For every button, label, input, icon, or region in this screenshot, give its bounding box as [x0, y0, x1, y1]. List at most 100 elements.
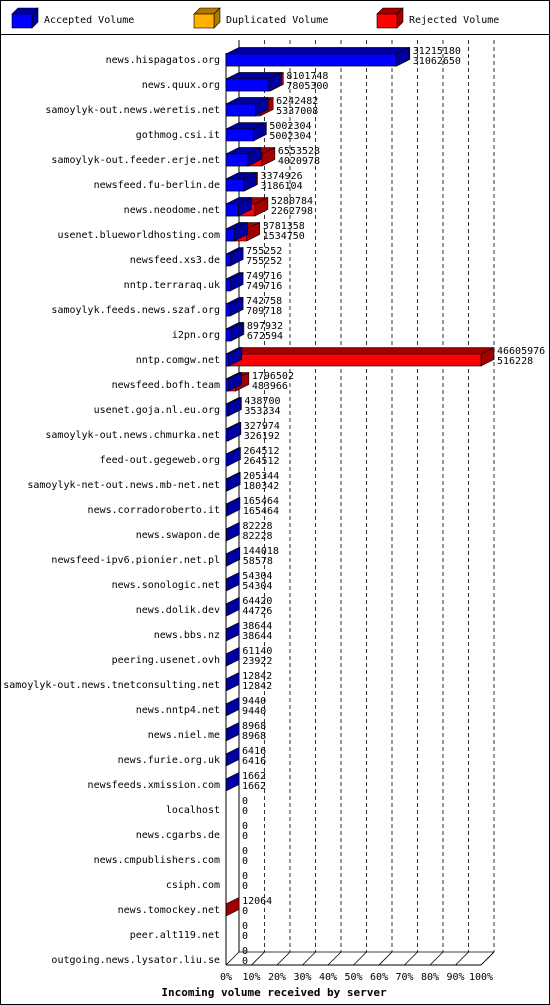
- accepted-bar: [225, 197, 252, 217]
- category-label: news.dolik.dev: [136, 605, 220, 616]
- accepted-bar-side: [225, 597, 240, 617]
- accepted-value-label: 180342: [243, 481, 279, 492]
- category-label: newsfeed.bofh.team: [112, 380, 220, 391]
- total-value-label: 742758: [246, 296, 282, 307]
- category-label: news.corradoroberto.it: [88, 505, 220, 516]
- total-value-label: 0: [242, 846, 248, 857]
- accepted-value-label: 7805300: [286, 81, 328, 92]
- legend-label: Rejected Volume: [409, 15, 499, 26]
- accepted-value-label: 516228: [497, 356, 533, 367]
- floor-tick: [455, 951, 469, 966]
- total-value-label: 31215180: [413, 46, 461, 57]
- accepted-value-label: 23922: [242, 656, 272, 667]
- category-label: news.cmpublishers.com: [94, 855, 220, 866]
- accepted-bar-front: [225, 203, 239, 217]
- x-tick-label: 10%: [242, 972, 260, 983]
- legend-label: Accepted Volume: [44, 15, 134, 26]
- category-label: news.tomockey.net: [118, 905, 220, 916]
- total-value-label: 0: [242, 796, 248, 807]
- x-tick-label: 30%: [293, 972, 311, 983]
- legend-swatch: [11, 13, 33, 29]
- category-label: samoylyk-out.news.chmurka.net: [45, 430, 220, 441]
- total-value-label: 205344: [243, 471, 279, 482]
- total-value-label: 5280784: [271, 196, 313, 207]
- category-label: feed-out.gegeweb.org: [100, 455, 220, 466]
- accepted-bar: [225, 772, 240, 792]
- accepted-value-label: 0: [242, 956, 248, 967]
- accepted-value-label: 755252: [246, 256, 282, 267]
- category-label: news.furie.org.uk: [118, 755, 220, 766]
- total-value-label: 1796502: [252, 371, 294, 382]
- accepted-bar: [225, 247, 244, 267]
- accepted-value-label: 9440: [242, 706, 266, 717]
- accepted-bar: [225, 697, 240, 717]
- total-value-label: 0: [242, 921, 248, 932]
- total-value-label: 755252: [246, 246, 282, 257]
- x-tick-label: 20%: [268, 972, 286, 983]
- accepted-bar-front: [225, 53, 397, 67]
- accepted-value-label: 6416: [242, 756, 266, 767]
- category-label: localhost: [166, 805, 220, 816]
- accepted-bar-front: [225, 353, 230, 367]
- category-label: samoylyk-out.feeder.erje.net: [51, 155, 220, 166]
- accepted-bar-front: [225, 503, 228, 517]
- accepted-value-label: 1534750: [263, 231, 305, 242]
- total-value-label: 327974: [244, 421, 280, 432]
- accepted-value-label: 0: [242, 881, 248, 892]
- total-value-label: 144018: [243, 546, 279, 557]
- category-label: i2pn.org: [172, 330, 220, 341]
- accepted-bar: [225, 297, 244, 317]
- category-label: news.niel.me: [148, 730, 220, 741]
- accepted-value-label: 5002304: [269, 131, 311, 142]
- accepted-value-label: 5337008: [276, 106, 318, 117]
- accepted-value-label: 44726: [242, 606, 272, 617]
- accepted-value-label: 38644: [242, 631, 272, 642]
- floor-tick: [353, 951, 367, 966]
- x-tick-label: 70%: [395, 972, 413, 983]
- x-tick-label: 40%: [319, 972, 337, 983]
- accepted-bar: [225, 222, 248, 242]
- total-value-label: 61140: [242, 646, 272, 657]
- accepted-bar-front: [225, 228, 235, 242]
- category-label: gothmog.csi.it: [136, 130, 220, 141]
- category-label: outgoing.news.lysator.liu.se: [51, 955, 220, 966]
- accepted-value-label: 58578: [243, 556, 273, 567]
- x-tick-label: 0%: [220, 972, 232, 983]
- floor-tick: [302, 951, 316, 966]
- total-value-label: 264512: [243, 446, 279, 457]
- accepted-bar-side: [225, 722, 240, 742]
- category-label: peer.alt119.net: [130, 930, 220, 941]
- total-value-label: 6553528: [278, 146, 320, 157]
- floor-tick: [327, 951, 342, 966]
- accepted-bar: [225, 572, 240, 592]
- accepted-bar-front: [225, 153, 249, 167]
- total-value-label: 38644: [242, 621, 272, 632]
- category-label: news.quux.org: [142, 80, 220, 91]
- total-value-label: 8101748: [286, 71, 328, 82]
- accepted-value-label: 31062650: [413, 56, 461, 67]
- accepted-bar: [225, 422, 242, 442]
- total-value-label: 1662: [242, 771, 266, 782]
- category-label: news.sonologic.net: [112, 580, 220, 591]
- category-label: news.swapon.de: [136, 530, 220, 541]
- legend-swatch: [376, 13, 398, 29]
- accepted-bar: [225, 647, 240, 667]
- accepted-value-label: 0: [242, 806, 248, 817]
- accepted-bar: [225, 172, 257, 192]
- category-label: usenet.blueworldhosting.com: [57, 230, 220, 241]
- legend-item: Duplicated Volume: [193, 7, 328, 29]
- total-value-label: 12842: [242, 671, 272, 682]
- category-label: newsfeed.fu-berlin.de: [94, 180, 220, 191]
- accepted-bar: [225, 747, 240, 767]
- accepted-bar-side: [225, 772, 240, 792]
- accepted-bar-side: [225, 747, 240, 767]
- total-value-label: 897932: [247, 321, 283, 332]
- category-label: samoylyk-net-out.news.mb-net.net: [27, 480, 220, 491]
- accepted-value-label: 264512: [243, 456, 279, 467]
- category-label: samoylyk-out.news.tnetconsulting.net: [3, 680, 220, 691]
- legend-swatch: [193, 13, 215, 29]
- accepted-value-label: 1662: [242, 781, 266, 792]
- accepted-value-label: 165464: [243, 506, 279, 517]
- accepted-bar: [225, 447, 241, 467]
- total-value-label: 0: [242, 871, 248, 882]
